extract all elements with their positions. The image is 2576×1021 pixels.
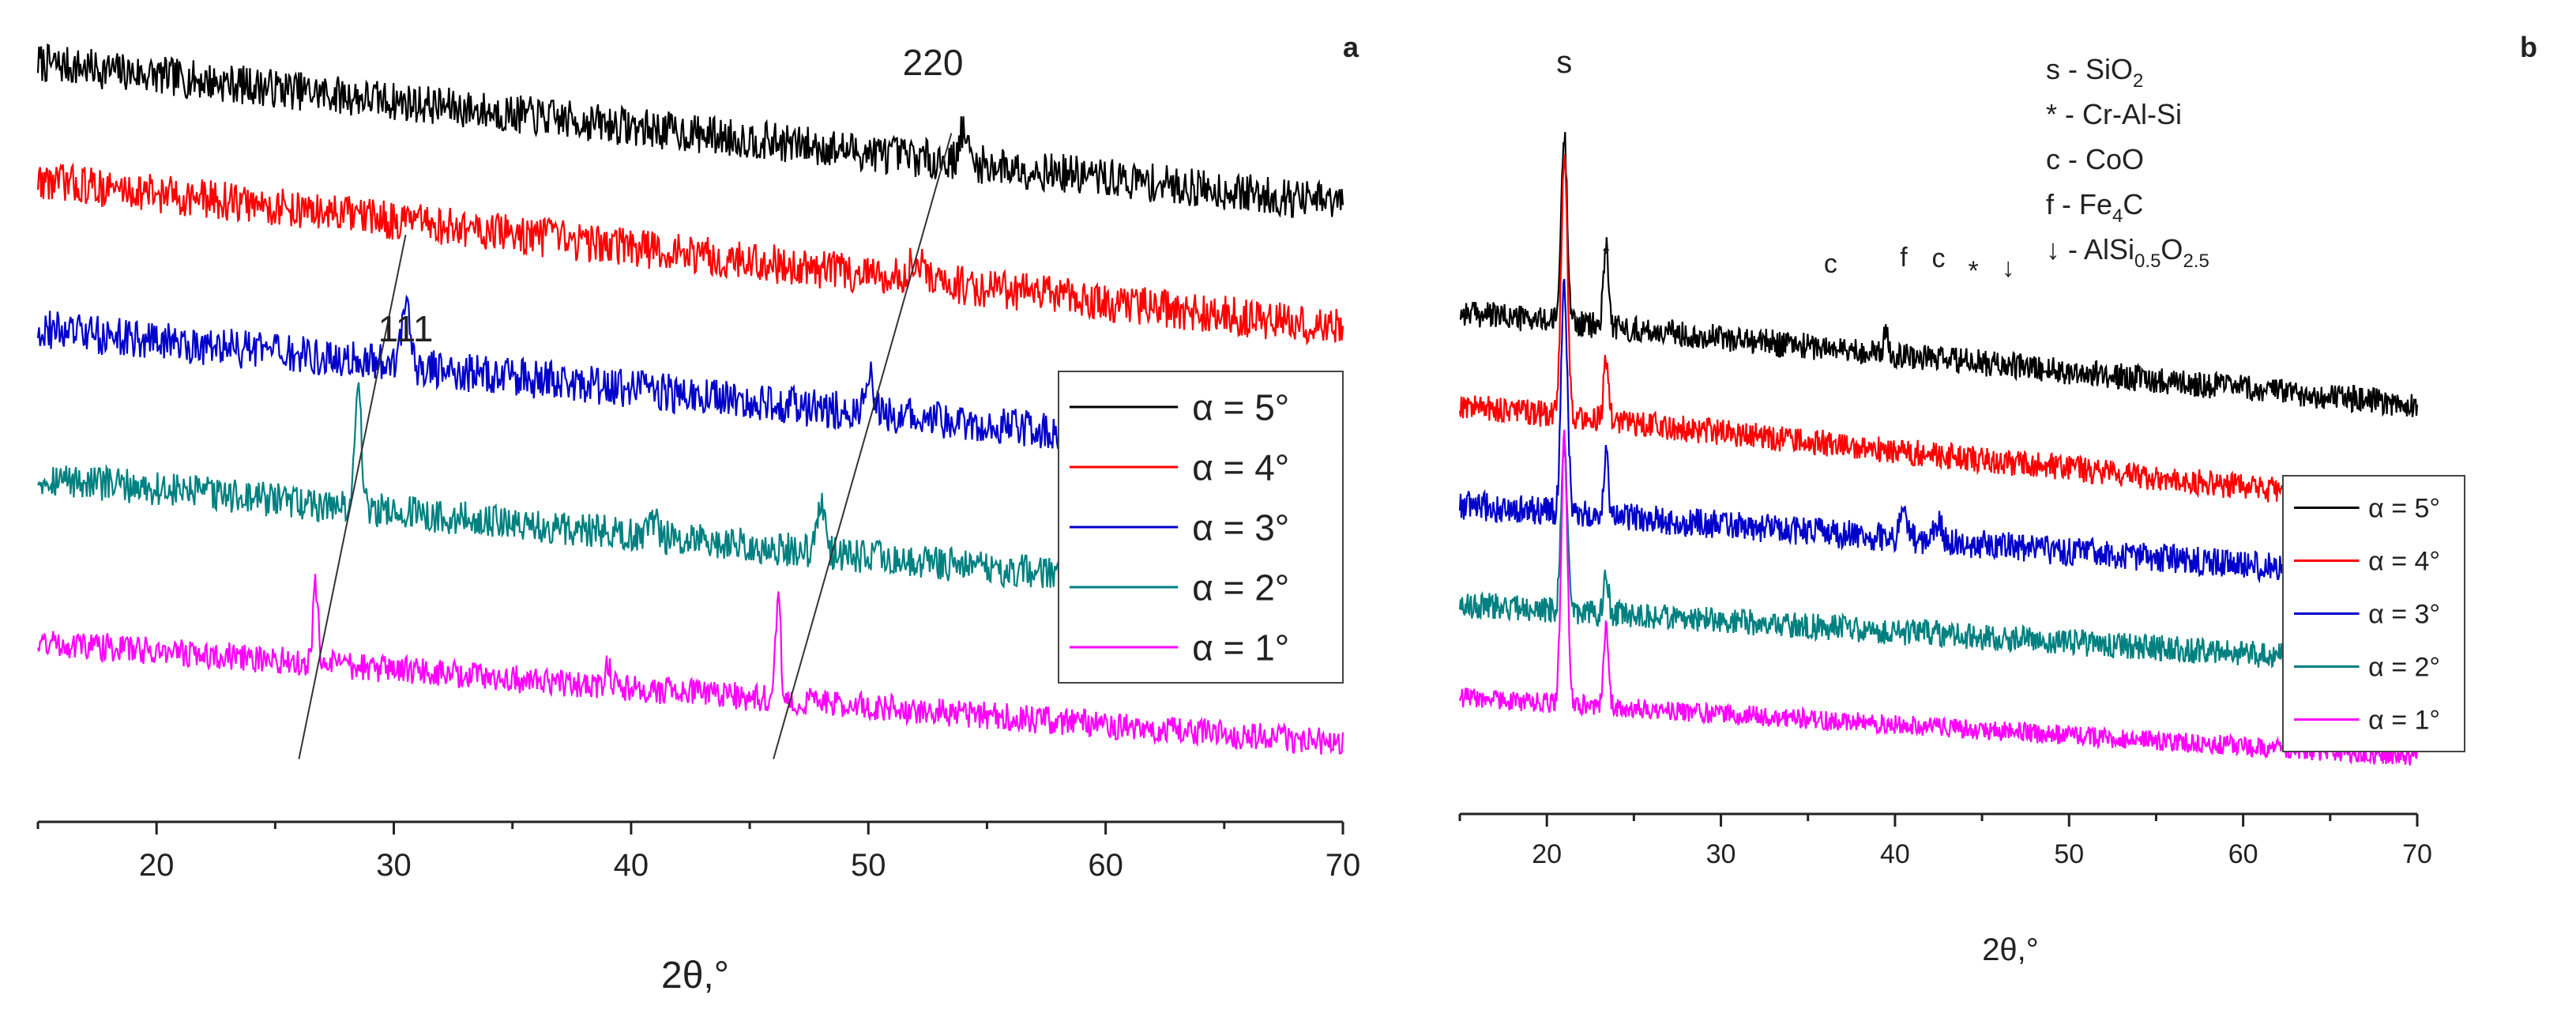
- series-b-alpha-5: [1459, 132, 2419, 417]
- legend-label: α = 3°: [1192, 507, 1289, 548]
- legend-label: α = 4°: [1192, 447, 1289, 488]
- peak-marker: f: [1900, 243, 1908, 273]
- series-a-alpha-4: [36, 162, 1344, 346]
- series-a-alpha-5: [36, 43, 1344, 218]
- reflection-label-220: 220: [903, 42, 964, 83]
- legend-label: α = 5°: [2368, 494, 2440, 524]
- x-tick-label: 40: [1880, 839, 1910, 869]
- x-tick-label: 50: [2054, 839, 2084, 869]
- guide-line-111-trend: [298, 235, 407, 759]
- panel-a-label: a: [1343, 31, 1359, 63]
- panel-b-legend: α = 5° α = 4° α = 3° α = 2° α = 1°: [2282, 475, 2465, 752]
- panel-b-label: b: [2520, 31, 2537, 63]
- legend-label: α = 2°: [2368, 653, 2440, 683]
- panel-a-guide-lines: [298, 133, 953, 759]
- series-b-alpha-1: [1458, 429, 2419, 766]
- panel-b-peak-markers: s↓c f c * ↓: [1556, 45, 2014, 286]
- panel-a-x-axis-label: 2θ,°: [661, 955, 729, 997]
- legend-label: α = 1°: [1192, 627, 1289, 669]
- guide-line-220-trend: [773, 133, 953, 759]
- reflection-label-111: 111: [378, 308, 434, 349]
- phase-key-entry: c - CoO: [2046, 143, 2144, 175]
- x-tick-label: 30: [1706, 839, 1736, 869]
- panel-b-x-axis-label: 2θ,°: [1982, 932, 2039, 967]
- x-tick-label: 60: [2228, 839, 2258, 869]
- legend-label: α = 1°: [2368, 706, 2440, 736]
- peak-marker: ↓: [2002, 253, 2015, 283]
- panel-a: 20 30 40 50 60 70 a 111 220 2θ,° α = 5° α = 4°…: [36, 31, 1361, 997]
- panel-b: 20 30 40 50 60 70 b s↓c f c * ↓ s - SiO2* - Cr-Al…: [1458, 31, 2537, 967]
- peak-marker: *: [1968, 256, 1978, 286]
- legend-label: α = 4°: [2368, 547, 2440, 577]
- legend-label: α = 3°: [2368, 600, 2440, 630]
- series-b-alpha-2: [1458, 438, 2419, 677]
- x-tick-label: 30: [376, 848, 412, 883]
- x-tick-label: 50: [851, 848, 886, 883]
- panel-b-series: [1458, 132, 2419, 766]
- x-tick-label: 60: [1088, 848, 1123, 883]
- panel-a-x-axis: 20 30 40 50 60 70: [36, 820, 1361, 883]
- series-b-alpha-4: [1458, 154, 2419, 517]
- x-tick-label: 70: [2402, 839, 2432, 869]
- series-a-alpha-1: [36, 574, 1344, 755]
- peak-marker: c: [1932, 243, 1946, 273]
- phase-key-entry: s - SiO2: [2046, 53, 2143, 92]
- legend-label: α = 2°: [1192, 567, 1289, 608]
- phase-key-entry: * - Cr-Al-Si: [2046, 98, 2182, 130]
- x-tick-label: 20: [1532, 839, 1562, 869]
- legend-label: α = 5°: [1192, 387, 1289, 428]
- x-tick-label: 40: [614, 848, 649, 883]
- x-tick-label: 70: [1326, 848, 1361, 883]
- peak-marker: c: [1824, 249, 1837, 279]
- phase-key-entry: ↓ - AlSi0.5O2.5: [2046, 233, 2209, 272]
- peak-marker: s: [1556, 45, 1572, 80]
- peak-marker: ↓: [1600, 229, 1613, 259]
- panel-b-phase-key: s - SiO2 * - Cr-Al-Si c - CoO f - Fe4C ↓ - A…: [2046, 53, 2209, 272]
- panel-a-legend: α = 5° α = 4° α = 3° α = 2° α = 1°: [1058, 371, 1344, 684]
- phase-key-entry: f - Fe4C: [2046, 188, 2143, 227]
- series-b-alpha-3: [1458, 278, 2418, 592]
- panel-b-x-axis: 20 30 40 50 60 70: [1458, 812, 2432, 869]
- x-tick-label: 20: [139, 848, 175, 883]
